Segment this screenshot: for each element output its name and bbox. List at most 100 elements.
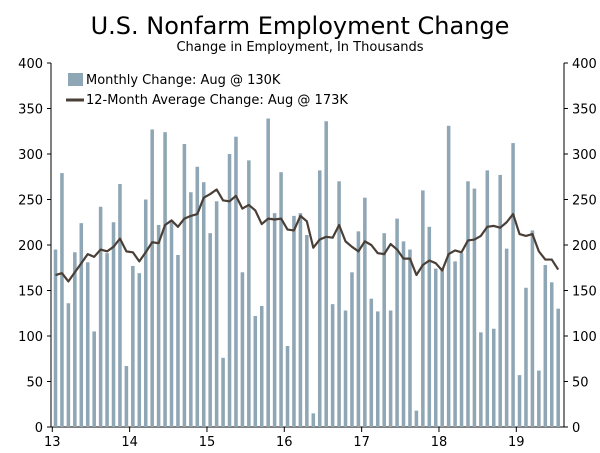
bar-monthly-change — [85, 262, 90, 427]
x-tick-label: 15 — [199, 435, 216, 450]
bar-monthly-change — [234, 136, 238, 427]
line-12-month-average — [55, 188, 560, 283]
bar-monthly-change — [298, 213, 303, 427]
x-tick-label: 18 — [431, 435, 448, 450]
bar-monthly-change — [163, 132, 167, 427]
bar-monthly-change — [266, 118, 270, 427]
bar-monthly-change — [98, 206, 103, 427]
bar-monthly-change — [272, 213, 277, 427]
bar-monthly-change — [143, 199, 148, 427]
bar-monthly-change — [485, 170, 490, 427]
bar-series — [53, 118, 560, 428]
bar-monthly-change — [221, 357, 225, 427]
bar-monthly-change — [247, 160, 251, 427]
bar-monthly-change — [414, 410, 419, 427]
y-tick-label-right: 300 — [572, 148, 597, 163]
y-tick-label-right: 100 — [572, 330, 597, 345]
y-tick-label-left: 50 — [26, 376, 43, 391]
bar-monthly-change — [195, 166, 200, 428]
bar-monthly-change — [66, 303, 71, 427]
y-tick-label-right: 150 — [572, 285, 597, 300]
bar-monthly-change — [305, 234, 309, 427]
bar-monthly-change — [259, 305, 264, 427]
bar-monthly-change — [131, 265, 135, 427]
bar-monthly-change — [459, 253, 464, 427]
legend-line-label: 12-Month Average Change: Aug @ 173K — [86, 93, 348, 108]
bar-monthly-change — [382, 233, 386, 427]
bar-monthly-change — [79, 223, 84, 427]
bar-monthly-change — [530, 230, 535, 427]
bar-monthly-change — [472, 188, 477, 427]
bar-monthly-change — [549, 282, 554, 427]
bar-monthly-change — [253, 315, 258, 427]
axes-group: 0 0 50 50 100 100 150 150 200 200 250 250 300 300 350 3… — [18, 57, 597, 450]
bar-monthly-change — [324, 121, 328, 428]
bar-monthly-change — [375, 311, 380, 427]
bar-monthly-change — [511, 143, 515, 427]
bar-monthly-change — [118, 184, 122, 427]
bar-monthly-change — [446, 125, 451, 427]
bar-monthly-change — [279, 172, 283, 427]
bar-monthly-change — [408, 249, 412, 427]
chart-title: U.S. Nonfarm Employment Change — [91, 12, 510, 40]
bar-monthly-change — [92, 331, 96, 427]
bar-monthly-change — [369, 298, 374, 427]
bar-monthly-change — [292, 215, 296, 427]
bar-monthly-change — [124, 366, 129, 427]
bar-monthly-change — [111, 222, 116, 427]
legend-bar-label: Monthly Change: Aug @ 130K — [86, 73, 281, 88]
bar-monthly-change — [343, 310, 348, 427]
y-tick-label-left: 200 — [18, 239, 43, 254]
bar-monthly-change — [517, 375, 522, 427]
bar-monthly-change — [105, 253, 109, 427]
bar-monthly-change — [150, 129, 154, 427]
y-tick-label-left: 150 — [18, 285, 43, 300]
bar-monthly-change — [479, 332, 483, 427]
bar-monthly-change — [60, 173, 64, 427]
bar-monthly-change — [388, 310, 393, 427]
bar-monthly-change — [491, 328, 496, 427]
bar-monthly-change — [182, 143, 187, 428]
bar-monthly-change — [498, 174, 502, 427]
bar-monthly-change — [169, 220, 174, 427]
bar-monthly-change — [537, 370, 541, 427]
x-tick-label: 14 — [121, 435, 138, 450]
bar-monthly-change — [53, 249, 58, 427]
bar-monthly-change — [363, 197, 367, 427]
y-tick-label-left: 100 — [18, 330, 43, 345]
legend: Monthly Change: Aug @ 130K 12-Month Aver… — [62, 70, 362, 110]
x-tick-label: 16 — [276, 435, 293, 450]
bar-monthly-change — [201, 182, 206, 427]
bar-monthly-change — [433, 268, 438, 427]
y-tick-label-right: 250 — [572, 194, 597, 209]
x-tick-label: 13 — [44, 435, 61, 450]
bar-monthly-change — [156, 224, 161, 427]
x-tick-label: 17 — [353, 435, 370, 450]
legend-bar-swatch — [68, 73, 83, 86]
bar-monthly-change — [543, 265, 548, 427]
y-tick-label-left: 350 — [18, 103, 43, 118]
bar-monthly-change — [240, 272, 245, 427]
y-tick-label-right: 0 — [572, 421, 580, 436]
bar-monthly-change — [524, 287, 528, 427]
y-tick-label-right: 400 — [572, 57, 597, 72]
bar-monthly-change — [556, 308, 560, 427]
bar-monthly-change — [395, 218, 399, 427]
bar-monthly-change — [504, 248, 509, 427]
bar-monthly-change — [421, 190, 425, 427]
bar-monthly-change — [311, 413, 316, 427]
y-tick-label-left: 300 — [18, 148, 43, 163]
y-tick-label-right: 200 — [572, 239, 597, 254]
bar-monthly-change — [137, 273, 142, 427]
bar-monthly-change — [356, 231, 361, 427]
bar-monthly-change — [330, 304, 335, 427]
bar-monthly-change — [337, 181, 341, 427]
bar-monthly-change — [214, 201, 219, 427]
y-tick-label-left: 400 — [18, 57, 43, 72]
y-tick-label-right: 50 — [572, 376, 589, 391]
chart-subtitle: Change in Employment, In Thousands — [176, 40, 423, 55]
bar-monthly-change — [427, 226, 432, 427]
bar-monthly-change — [73, 252, 77, 427]
y-tick-label-left: 0 — [35, 421, 43, 436]
